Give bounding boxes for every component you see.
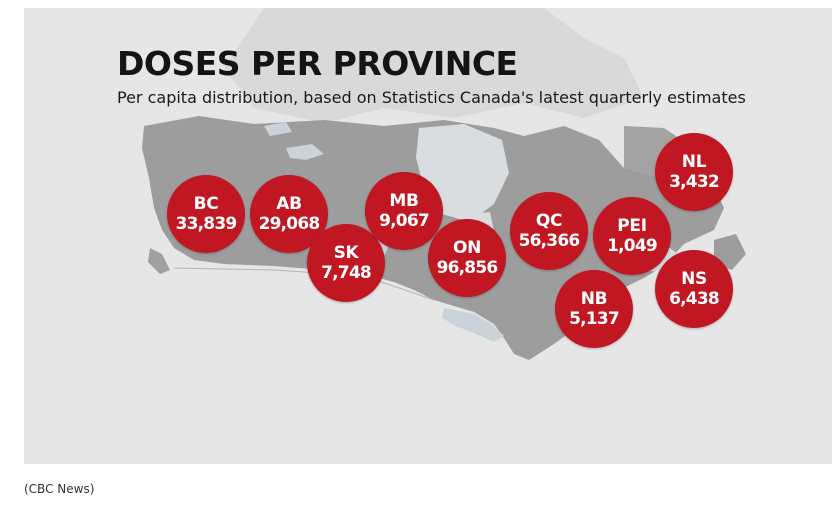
province-doses: 9,067 [379, 210, 430, 231]
province-marker-qc: QC 56,366 [510, 192, 588, 270]
province-marker-nl: NL 3,432 [655, 133, 733, 211]
province-doses: 56,366 [518, 230, 581, 251]
province-doses: 29,068 [258, 213, 321, 234]
province-doses: 6,438 [669, 288, 720, 309]
province-abbr: NS [681, 268, 707, 289]
province-doses: 33,839 [175, 213, 238, 234]
map-figure: DOSES PER PROVINCE Per capita distributi… [24, 8, 832, 464]
province-doses: 7,748 [321, 262, 372, 283]
province-doses: 3,432 [669, 171, 720, 192]
province-abbr: NL [681, 151, 707, 172]
image-credit: (CBC News) [24, 482, 95, 496]
vancouver-island [148, 248, 170, 274]
province-abbr: BC [193, 193, 219, 214]
province-doses: 1,049 [607, 235, 658, 256]
province-abbr: SK [333, 242, 359, 263]
province-marker-on: ON 96,856 [428, 219, 506, 297]
province-doses: 5,137 [569, 308, 620, 329]
province-abbr: PEI [617, 215, 647, 236]
map-title: DOSES PER PROVINCE [117, 44, 518, 83]
province-marker-mb: MB 9,067 [365, 172, 443, 250]
province-marker-nb: NB 5,137 [555, 270, 633, 348]
arctic-land [224, 8, 644, 123]
province-abbr: NB [580, 288, 608, 309]
province-abbr: MB [389, 190, 419, 211]
province-abbr: ON [452, 237, 482, 258]
province-abbr: AB [276, 193, 302, 214]
northern-lakes [264, 122, 324, 160]
map-subtitle: Per capita distribution, based on Statis… [117, 88, 746, 107]
province-marker-bc: BC 33,839 [167, 175, 245, 253]
province-marker-pei: PEI 1,049 [593, 197, 671, 275]
province-marker-sk: SK 7,748 [307, 224, 385, 302]
province-abbr: QC [535, 210, 563, 231]
province-marker-ns: NS 6,438 [655, 250, 733, 328]
province-doses: 96,856 [436, 257, 499, 278]
great-lakes [442, 308, 504, 342]
